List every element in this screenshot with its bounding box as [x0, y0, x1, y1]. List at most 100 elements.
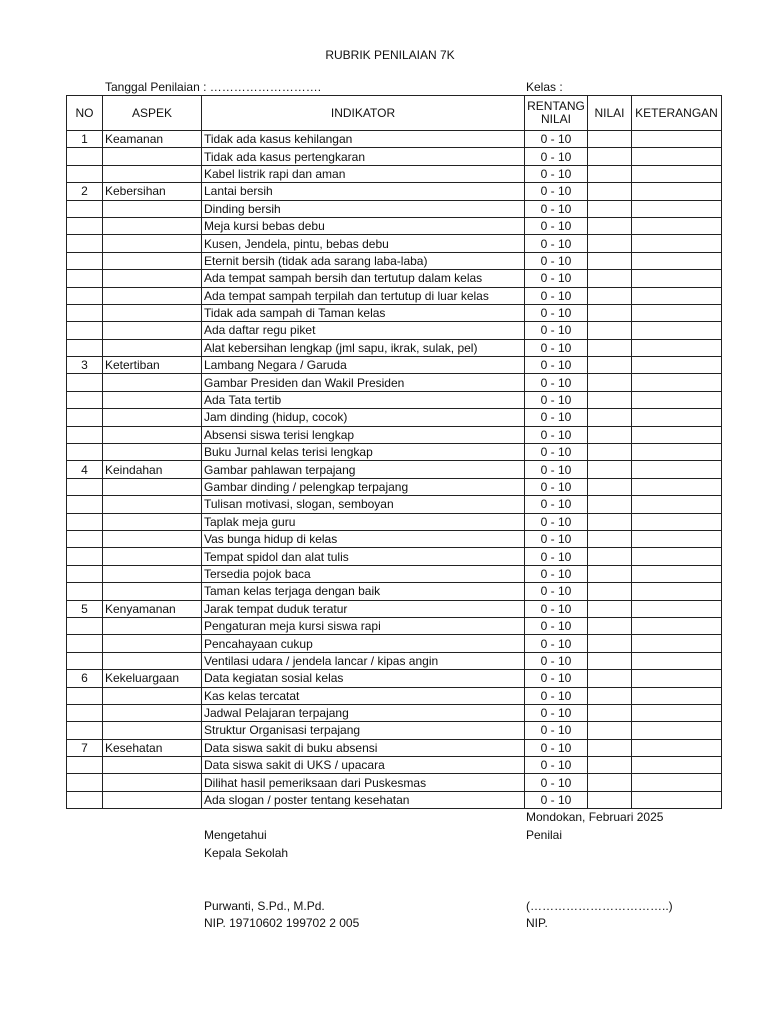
cell-keterangan[interactable] [631, 321, 722, 340]
cell-nilai[interactable] [587, 703, 632, 723]
cell-nilai[interactable] [587, 425, 632, 445]
cell-keterangan[interactable] [631, 182, 722, 201]
cell-keterangan[interactable] [631, 547, 722, 566]
cell-nilai[interactable] [587, 756, 632, 775]
cell-keterangan[interactable] [631, 460, 722, 479]
cell-indikator: Kabel listrik rapi dan aman [201, 164, 525, 184]
cell-nilai[interactable] [587, 477, 632, 497]
cell-keterangan[interactable] [631, 129, 722, 149]
cell-nilai[interactable] [587, 199, 632, 218]
cell-keterangan[interactable] [631, 356, 722, 375]
cell-nilai[interactable] [587, 669, 632, 688]
cell-nilai[interactable] [587, 408, 632, 427]
cell-nilai[interactable] [587, 564, 632, 584]
cell-keterangan[interactable] [631, 251, 722, 271]
date-label: Tanggal Penilaian : ………………………. [105, 80, 322, 94]
table-row: Ventilasi udara / jendela lancar / kipas… [66, 651, 722, 671]
cell-nilai[interactable] [587, 512, 632, 531]
cell-keterangan[interactable] [631, 669, 722, 688]
cell-rentang-nilai: 0 - 10 [524, 390, 588, 410]
cell-nilai[interactable] [587, 616, 632, 636]
cell-keterangan[interactable] [631, 756, 722, 775]
cell-nilai[interactable] [587, 651, 632, 671]
cell-nilai[interactable] [587, 147, 632, 166]
cell-indikator: Data kegiatan sosial kelas [201, 669, 525, 688]
cell-nilai[interactable] [587, 773, 632, 792]
cell-no: 2 [66, 182, 103, 201]
cell-nilai[interactable] [587, 390, 632, 410]
cell-nilai[interactable] [587, 251, 632, 271]
cell-no [66, 443, 103, 462]
cell-keterangan[interactable] [631, 477, 722, 497]
cell-nilai[interactable] [587, 686, 632, 705]
cell-indikator: Ada slogan / poster tentang kesehatan [201, 790, 525, 810]
cell-nilai[interactable] [587, 721, 632, 740]
cell-nilai[interactable] [587, 738, 632, 758]
cell-keterangan[interactable] [631, 303, 722, 323]
cell-keterangan[interactable] [631, 234, 722, 253]
cell-nilai[interactable] [587, 790, 632, 810]
cell-nilai[interactable] [587, 460, 632, 479]
cell-keterangan[interactable] [631, 634, 722, 653]
cell-keterangan[interactable] [631, 703, 722, 723]
cell-no: 3 [66, 356, 103, 375]
cell-keterangan[interactable] [631, 599, 722, 618]
cell-keterangan[interactable] [631, 425, 722, 445]
cell-no [66, 373, 103, 392]
cell-nilai[interactable] [587, 356, 632, 375]
cell-nilai[interactable] [587, 129, 632, 149]
cell-nilai[interactable] [587, 216, 632, 236]
cell-keterangan[interactable] [631, 564, 722, 584]
cell-indikator: Lantai bersih [201, 182, 525, 201]
cell-keterangan[interactable] [631, 338, 722, 358]
cell-keterangan[interactable] [631, 738, 722, 758]
cell-nilai[interactable] [587, 164, 632, 184]
cell-keterangan[interactable] [631, 616, 722, 636]
cell-aspek: Kekeluargaan [102, 669, 202, 688]
cell-indikator: Pengaturan meja kursi siswa rapi [201, 616, 525, 636]
cell-rentang-nilai: 0 - 10 [524, 547, 588, 566]
cell-keterangan[interactable] [631, 390, 722, 410]
cell-keterangan[interactable] [631, 529, 722, 549]
cell-keterangan[interactable] [631, 721, 722, 740]
cell-nilai[interactable] [587, 182, 632, 201]
cell-aspek [102, 269, 202, 288]
cell-nilai[interactable] [587, 495, 632, 514]
cell-keterangan[interactable] [631, 373, 722, 392]
cell-nilai[interactable] [587, 547, 632, 566]
cell-nilai[interactable] [587, 529, 632, 549]
cell-keterangan[interactable] [631, 512, 722, 531]
place-date: Mondokan, Februari 2025 [526, 810, 664, 824]
cell-keterangan[interactable] [631, 199, 722, 218]
cell-no [66, 529, 103, 549]
cell-nilai[interactable] [587, 599, 632, 618]
cell-keterangan[interactable] [631, 443, 722, 462]
cell-keterangan[interactable] [631, 269, 722, 288]
cell-keterangan[interactable] [631, 686, 722, 705]
cell-keterangan[interactable] [631, 790, 722, 810]
cell-indikator: Tersedia pojok baca [201, 564, 525, 584]
cell-nilai[interactable] [587, 373, 632, 392]
table-row: Pengaturan meja kursi siswa rapi 0 - 10 [66, 616, 722, 636]
cell-keterangan[interactable] [631, 651, 722, 671]
cell-keterangan[interactable] [631, 286, 722, 305]
cell-keterangan[interactable] [631, 164, 722, 184]
cell-nilai[interactable] [587, 234, 632, 253]
cell-nilai[interactable] [587, 634, 632, 653]
cell-nilai[interactable] [587, 443, 632, 462]
cell-keterangan[interactable] [631, 773, 722, 792]
cell-keterangan[interactable] [631, 147, 722, 166]
cell-keterangan[interactable] [631, 408, 722, 427]
cell-indikator: Taman kelas terjaga dengan baik [201, 582, 525, 601]
cell-nilai[interactable] [587, 338, 632, 358]
cell-nilai[interactable] [587, 582, 632, 601]
cell-keterangan[interactable] [631, 495, 722, 514]
cell-indikator: Buku Jurnal kelas terisi lengkap [201, 443, 525, 462]
cell-keterangan[interactable] [631, 582, 722, 601]
cell-nilai[interactable] [587, 286, 632, 305]
cell-nilai[interactable] [587, 303, 632, 323]
cell-nilai[interactable] [587, 321, 632, 340]
cell-nilai[interactable] [587, 269, 632, 288]
cell-keterangan[interactable] [631, 216, 722, 236]
cell-rentang-nilai: 0 - 10 [524, 269, 588, 288]
